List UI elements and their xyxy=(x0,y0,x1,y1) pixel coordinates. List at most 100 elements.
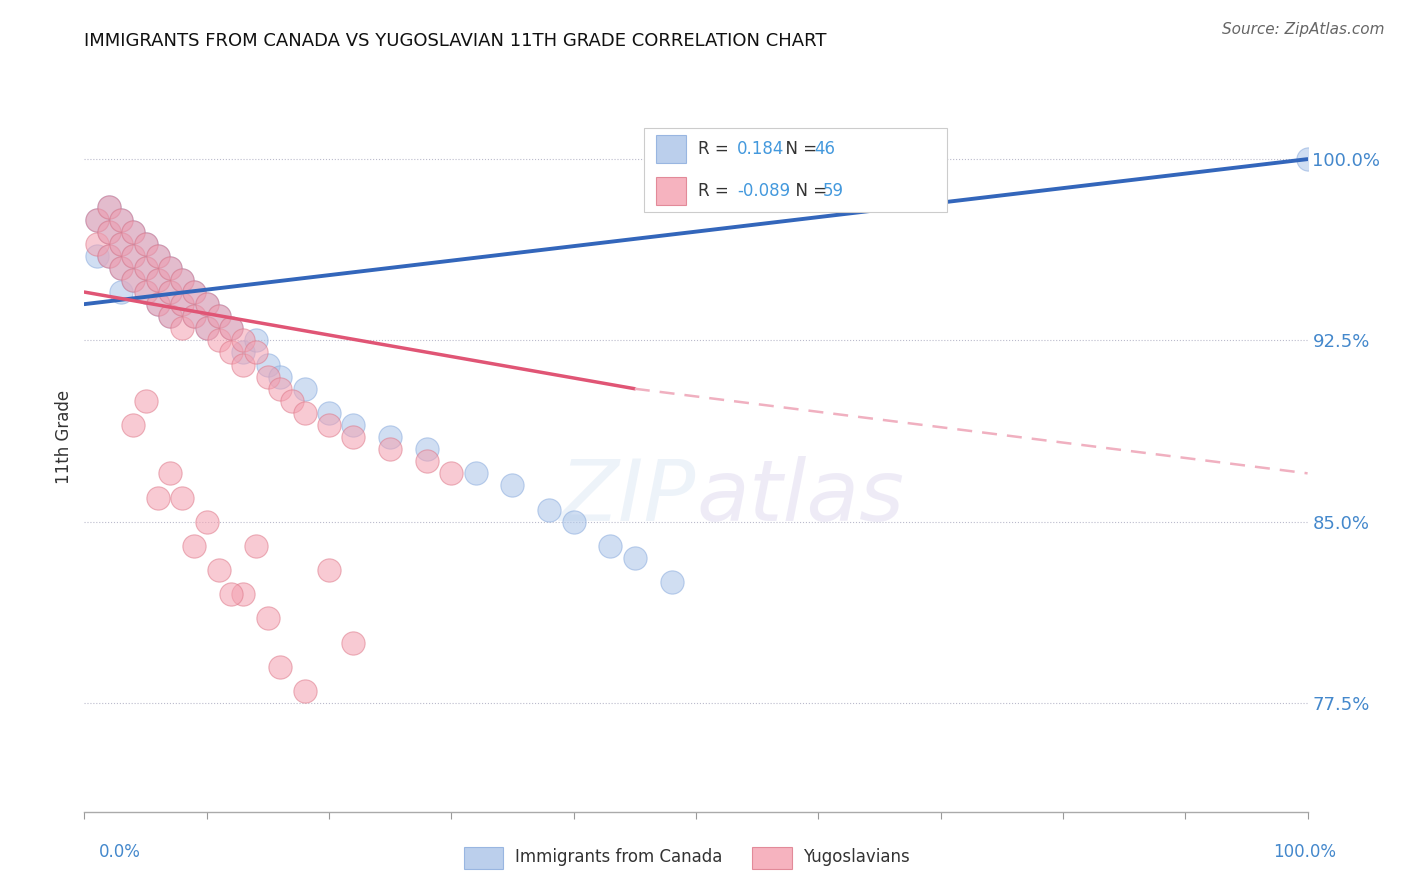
Point xyxy=(97,249,120,263)
Point xyxy=(342,430,364,444)
Point xyxy=(208,310,231,324)
Point xyxy=(232,587,254,601)
Point xyxy=(538,502,561,516)
Point xyxy=(342,417,364,432)
Point xyxy=(159,285,181,299)
Point xyxy=(97,201,120,215)
Point xyxy=(97,225,120,239)
Point xyxy=(219,587,242,601)
Point xyxy=(269,369,291,384)
Point xyxy=(195,321,218,335)
Text: Yugoslavians: Yugoslavians xyxy=(803,848,910,866)
Text: ZIP: ZIP xyxy=(560,456,696,539)
Text: Immigrants from Canada: Immigrants from Canada xyxy=(515,848,721,866)
Text: 59: 59 xyxy=(823,182,844,200)
Point xyxy=(208,334,231,348)
Point xyxy=(159,285,181,299)
Text: IMMIGRANTS FROM CANADA VS YUGOSLAVIAN 11TH GRADE CORRELATION CHART: IMMIGRANTS FROM CANADA VS YUGOSLAVIAN 11… xyxy=(84,32,827,50)
Point xyxy=(269,659,291,673)
Point xyxy=(318,406,340,420)
Point xyxy=(661,575,683,590)
Point xyxy=(135,260,157,275)
Point xyxy=(135,393,157,408)
Point xyxy=(122,249,145,263)
Point xyxy=(172,297,194,311)
Point xyxy=(110,285,132,299)
Point xyxy=(245,345,267,359)
Point xyxy=(318,417,340,432)
Point xyxy=(86,212,108,227)
Text: 46: 46 xyxy=(814,140,835,158)
Point xyxy=(281,393,304,408)
Point xyxy=(110,260,132,275)
Point xyxy=(195,515,218,529)
Point xyxy=(232,358,254,372)
Point xyxy=(110,212,132,227)
Point xyxy=(146,249,169,263)
Point xyxy=(318,563,340,577)
Point xyxy=(219,321,242,335)
Point xyxy=(146,297,169,311)
Point xyxy=(294,684,316,698)
Text: R =: R = xyxy=(697,140,734,158)
Point xyxy=(86,236,108,251)
Point xyxy=(159,260,181,275)
Point xyxy=(195,297,218,311)
Point xyxy=(294,382,316,396)
Point xyxy=(122,273,145,287)
Point xyxy=(183,285,205,299)
Y-axis label: 11th Grade: 11th Grade xyxy=(55,390,73,484)
Point xyxy=(110,260,132,275)
Point xyxy=(110,236,132,251)
Point xyxy=(172,273,194,287)
Point xyxy=(159,310,181,324)
Point xyxy=(502,478,524,492)
Point xyxy=(172,273,194,287)
Point xyxy=(135,285,157,299)
Point xyxy=(172,297,194,311)
Point xyxy=(135,260,157,275)
Point xyxy=(195,321,218,335)
Text: R =: R = xyxy=(697,182,734,200)
Point xyxy=(122,417,145,432)
Point xyxy=(135,236,157,251)
Point xyxy=(342,635,364,649)
Point xyxy=(146,491,169,505)
Point xyxy=(294,406,316,420)
Point xyxy=(135,236,157,251)
Point xyxy=(416,454,439,468)
Point xyxy=(97,249,120,263)
Point xyxy=(1296,152,1319,166)
Point xyxy=(146,249,169,263)
Point xyxy=(183,310,205,324)
Point xyxy=(172,491,194,505)
Point xyxy=(208,563,231,577)
Point xyxy=(257,369,280,384)
Point xyxy=(183,285,205,299)
Point xyxy=(269,382,291,396)
Point xyxy=(122,273,145,287)
Point xyxy=(232,345,254,359)
Point xyxy=(86,249,108,263)
Point xyxy=(146,273,169,287)
Text: 0.0%: 0.0% xyxy=(98,843,141,861)
Point xyxy=(195,297,218,311)
Point xyxy=(380,430,402,444)
Point xyxy=(183,539,205,553)
Point xyxy=(416,442,439,457)
Point xyxy=(245,334,267,348)
Point xyxy=(146,273,169,287)
Point xyxy=(159,467,181,481)
Point xyxy=(624,550,647,565)
Point xyxy=(245,539,267,553)
Point xyxy=(122,225,145,239)
Text: N =: N = xyxy=(785,182,832,200)
Point xyxy=(440,467,463,481)
Point xyxy=(135,285,157,299)
Point xyxy=(208,310,231,324)
Point xyxy=(86,212,108,227)
Point xyxy=(146,297,169,311)
Point xyxy=(183,310,205,324)
Point xyxy=(219,321,242,335)
Point xyxy=(159,260,181,275)
